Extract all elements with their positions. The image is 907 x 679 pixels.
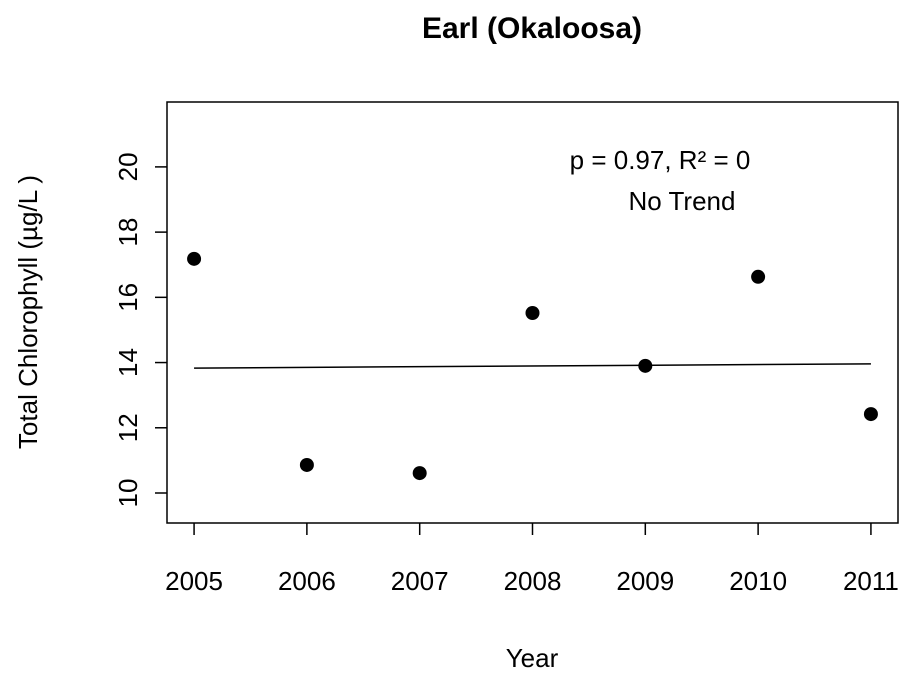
annotation: No Trend — [629, 186, 736, 216]
annotation: p = 0.97, R² = 0 — [570, 145, 751, 175]
data-point — [525, 305, 540, 320]
x-tick-label: 2005 — [165, 566, 223, 596]
data-point — [638, 358, 653, 373]
y-axis-label: Total Chlorophyll (µg/L ) — [13, 175, 43, 449]
chart-title: Earl (Okaloosa) — [422, 12, 642, 45]
data-point — [299, 457, 314, 472]
data-point — [187, 251, 202, 266]
y-tick-label: 20 — [113, 152, 143, 181]
x-tick-label: 2008 — [504, 566, 562, 596]
y-tick-label: 12 — [113, 413, 143, 442]
x-tick-label: 2006 — [278, 566, 336, 596]
x-tick-label: 2010 — [729, 566, 787, 596]
x-tick-label: 2007 — [391, 566, 449, 596]
trend-line — [194, 363, 871, 369]
x-axis-label: Year — [506, 643, 559, 673]
data-point — [412, 466, 427, 481]
data-point — [863, 407, 878, 422]
x-tick-label: 2011 — [843, 566, 899, 596]
y-tick-label: 16 — [113, 283, 143, 312]
data-point — [751, 269, 766, 284]
y-tick-label: 14 — [113, 348, 143, 377]
x-tick-label: 2009 — [616, 566, 674, 596]
y-tick-label: 10 — [113, 479, 143, 508]
y-tick-label: 18 — [113, 218, 143, 247]
